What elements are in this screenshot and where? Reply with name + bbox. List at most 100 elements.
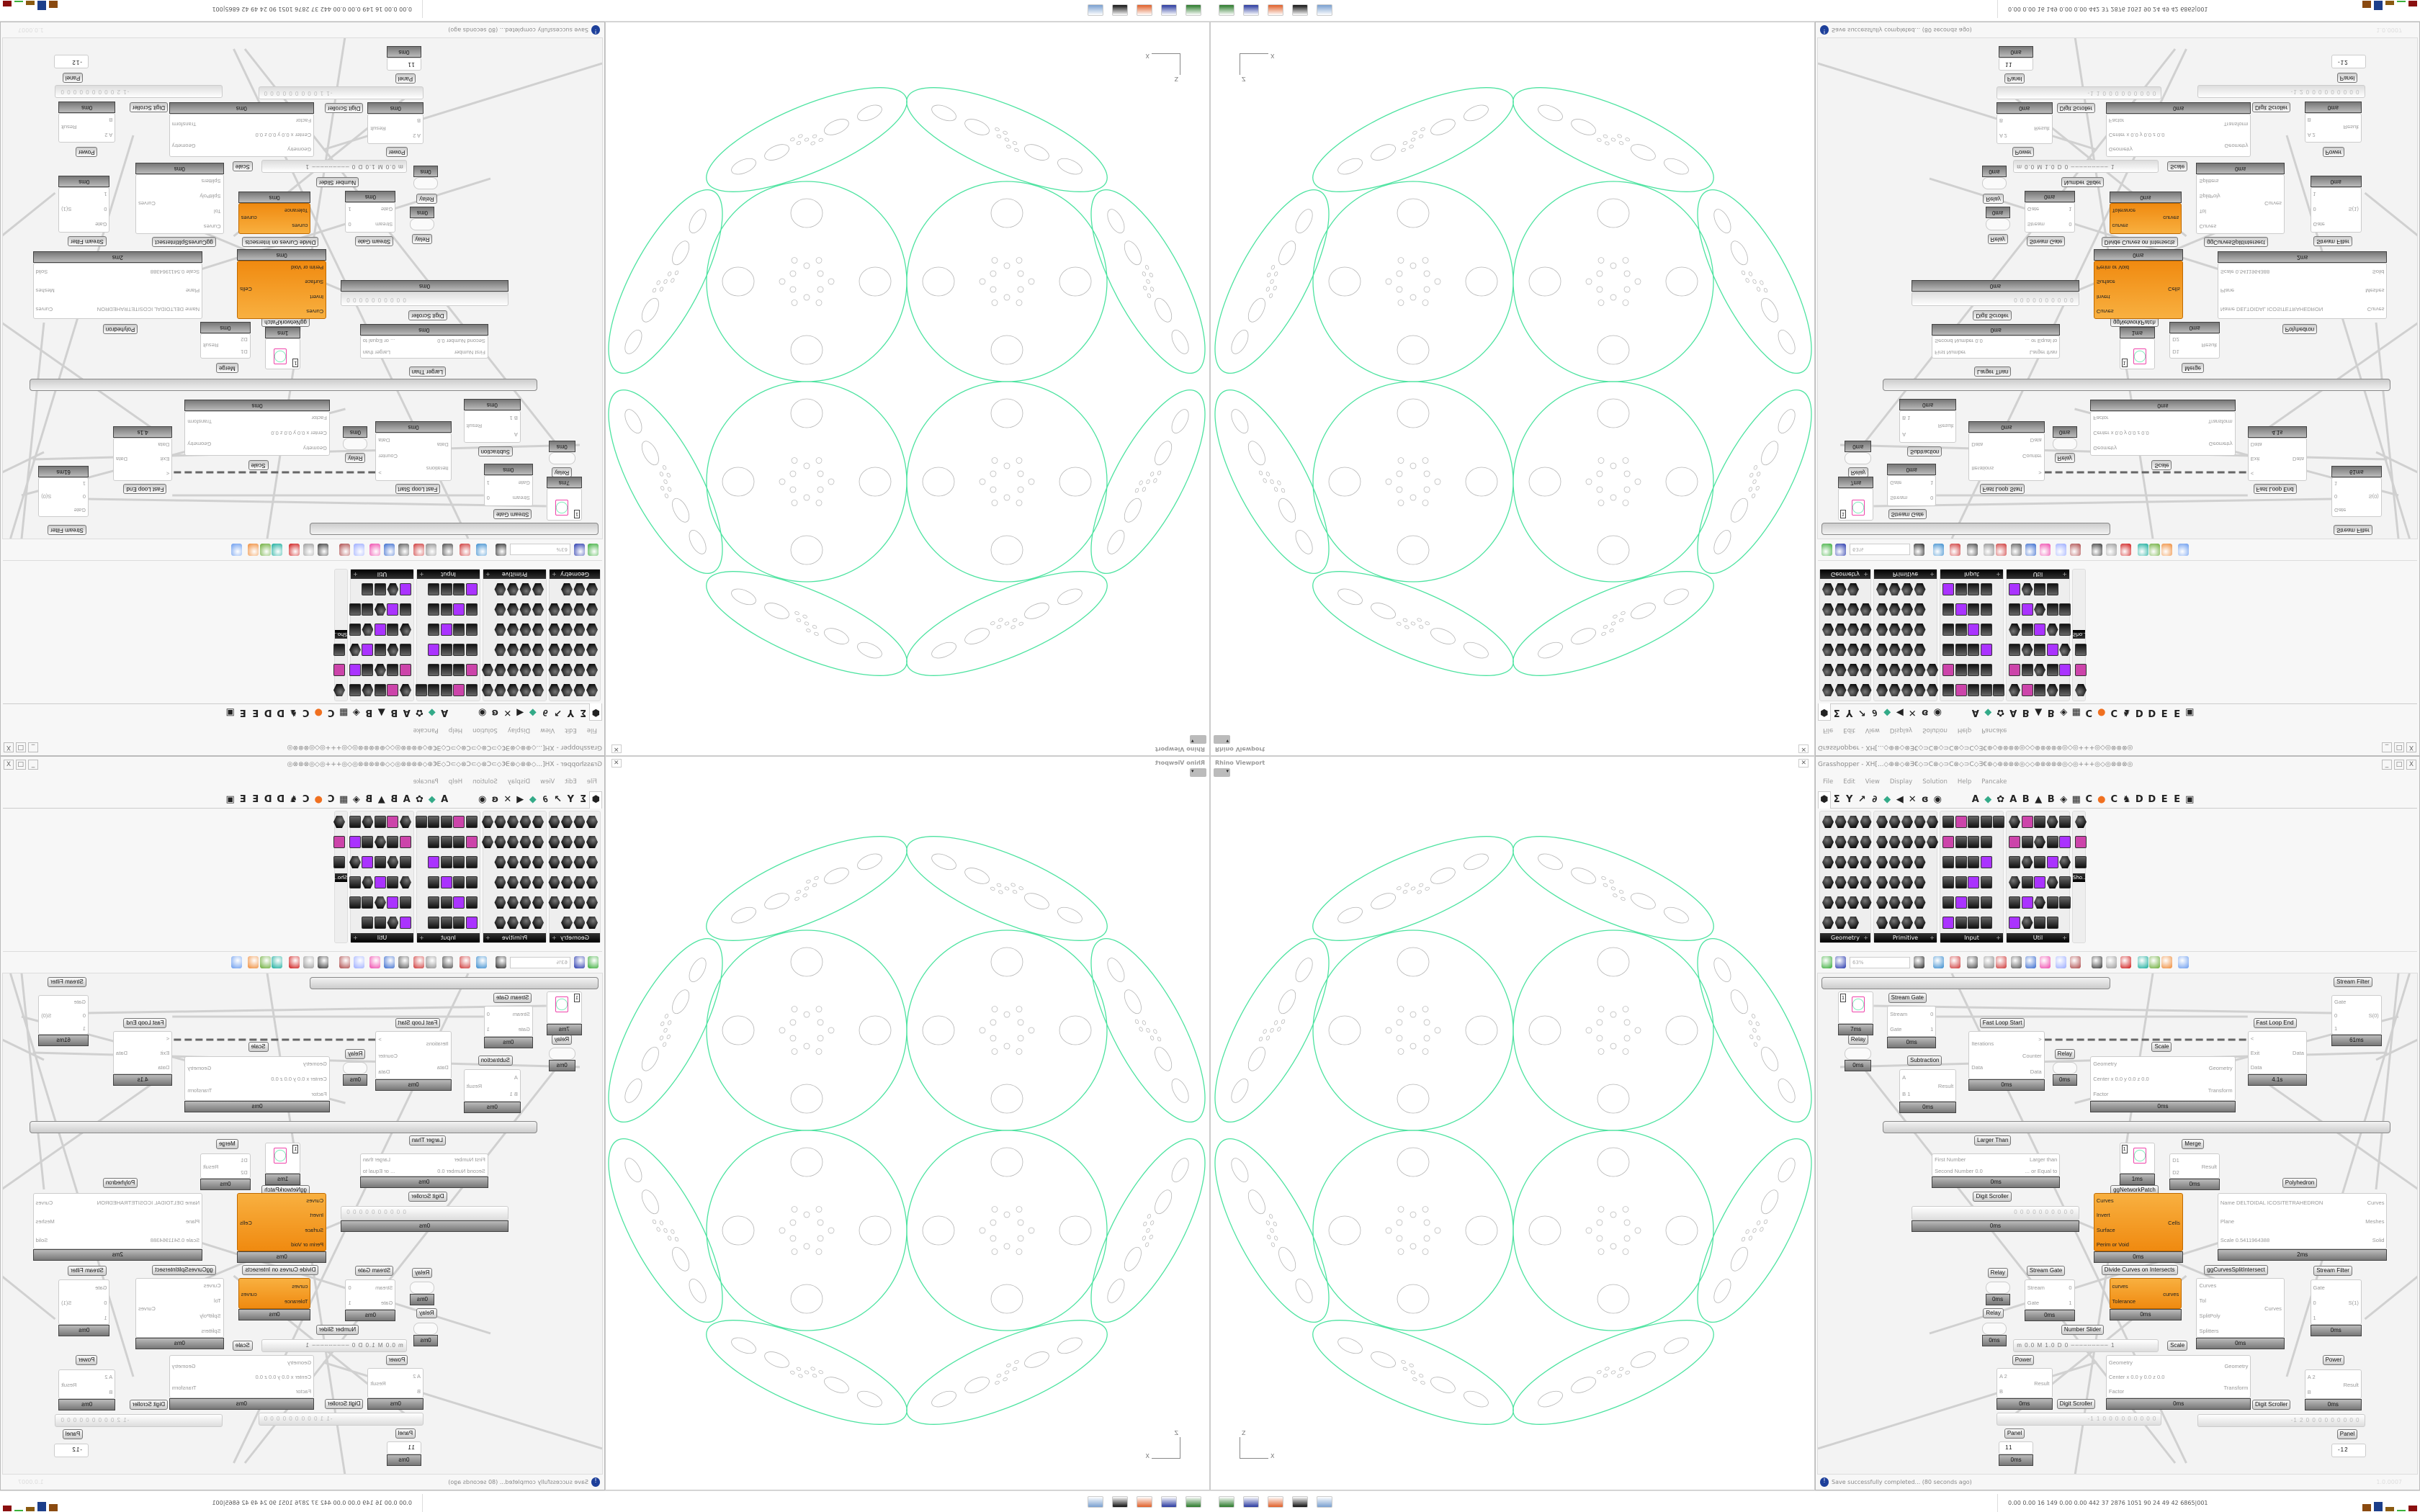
component-relay[interactable]: 0ms: [413, 166, 439, 189]
component-icon[interactable]: [1888, 896, 1901, 909]
toolbar-icon[interactable]: [1835, 544, 1846, 556]
tab-icon[interactable]: B: [365, 707, 373, 718]
grasshopper-canvas[interactable]: Stream Gate Relay Fast Loop Start Subtracti…: [2, 37, 603, 539]
component-icon[interactable]: [453, 684, 465, 696]
expand-icon[interactable]: +: [2062, 571, 2067, 577]
component-icon[interactable]: [453, 583, 465, 595]
input-param[interactable]: D2: [2172, 336, 2179, 343]
component-icon[interactable]: [1889, 583, 1901, 595]
control-value[interactable]: -1 2 0 0 0 0 0 0 0 0 0: [2290, 89, 2360, 95]
output-param[interactable]: Transform: [171, 121, 197, 127]
component-icon[interactable]: [1980, 917, 1992, 929]
output-param[interactable]: ... or Equal to: [2025, 338, 2058, 344]
menu-pancake[interactable]: Pancake: [1981, 726, 2007, 734]
save64-icon[interactable]: [1243, 1496, 1259, 1508]
component-icon[interactable]: [1847, 896, 1859, 909]
input-param[interactable]: Tol: [213, 1297, 221, 1305]
component-std[interactable]: First Number Second Number 0.0 Larger than…: [1932, 324, 2061, 359]
component-icon[interactable]: [466, 896, 478, 909]
component-icon[interactable]: [1901, 896, 1913, 909]
input-param[interactable]: A 2: [2307, 1374, 2316, 1381]
component-icon[interactable]: [375, 917, 386, 929]
toolbar-icon[interactable]: [2011, 956, 2022, 968]
component-icon[interactable]: [1847, 684, 1859, 696]
component-icon[interactable]: [2075, 664, 2087, 676]
toolbar-icon[interactable]: [2025, 544, 2036, 556]
component-icon[interactable]: [1835, 583, 1847, 595]
component-icon[interactable]: [1901, 664, 1913, 676]
component-icon[interactable]: [507, 644, 519, 656]
component-icon[interactable]: [1876, 603, 1888, 616]
component-icon[interactable]: [1968, 583, 1979, 595]
component-icon[interactable]: [495, 836, 506, 848]
expand-icon[interactable]: +: [485, 571, 490, 577]
tab-icon[interactable]: C: [302, 707, 310, 718]
tab-icon[interactable]: D: [2135, 794, 2143, 805]
output-param[interactable]: Data: [2030, 1068, 2042, 1075]
component-icon[interactable]: [532, 603, 544, 616]
component-icon[interactable]: [1860, 856, 1872, 868]
tab-icon[interactable]: ◈: [2060, 794, 2068, 805]
control-value[interactable]: 11: [407, 1444, 415, 1451]
save64-icon[interactable]: [1161, 1496, 1177, 1508]
component-icon[interactable]: [2046, 876, 2058, 888]
input-param[interactable]: <: [2250, 470, 2254, 477]
component-icon[interactable]: [1835, 684, 1847, 696]
tab-icon[interactable]: ♞: [2122, 794, 2131, 805]
component-icon[interactable]: [2034, 644, 2045, 656]
component-slider[interactable]: m 0.0 M 1.0 D 0 ┄┄┄┄┄┄┄┄┄ 1: [261, 1339, 407, 1352]
output-param[interactable]: 0: [486, 495, 490, 502]
component-icon[interactable]: [495, 684, 506, 696]
component-icon[interactable]: [586, 644, 598, 656]
component-icon[interactable]: [482, 664, 493, 676]
component-icon[interactable]: [507, 896, 519, 909]
component-panel[interactable]: -12: [53, 1444, 89, 1457]
component-icon[interactable]: [428, 836, 440, 848]
tab-icon[interactable]: ◀: [516, 794, 524, 805]
close-icon[interactable]: ✕: [1798, 759, 1809, 768]
component-icon[interactable]: [561, 876, 573, 888]
component-std[interactable]: D1 D2 Result 0ms: [2169, 322, 2220, 359]
toolbar-icon[interactable]: [398, 544, 409, 556]
component-icon[interactable]: [2009, 624, 2020, 636]
control-value[interactable]: m 0.0 M 1.0 D 0 ┄┄┄┄┄┄┄┄┄ 1: [2017, 1342, 2115, 1349]
component-icon[interactable]: [375, 896, 386, 909]
component-icon[interactable]: [1968, 684, 1979, 696]
toolbar-icon[interactable]: [460, 956, 470, 968]
toolbar-icon[interactable]: [354, 956, 364, 968]
tab-icon[interactable]: ✕: [1908, 707, 1917, 718]
component-label[interactable]: Panel: [62, 1429, 84, 1439]
component-label[interactable]: Relay: [1987, 234, 2009, 244]
tab-icon[interactable]: C: [2085, 707, 2093, 718]
component-icon[interactable]: [333, 816, 345, 828]
tab-icon[interactable]: B: [2047, 794, 2055, 805]
input-param[interactable]: Splitters: [201, 1327, 221, 1334]
input-param[interactable]: Center x 0.0 y 0.0 z 0.0: [271, 430, 327, 436]
component-label[interactable]: Subtraction: [478, 446, 513, 456]
component-icon[interactable]: [507, 816, 519, 828]
output-param[interactable]: 1: [2069, 1299, 2072, 1306]
viewport-menu-dropdown[interactable]: ▾: [1214, 768, 1230, 777]
component-label[interactable]: Fast Loop Start: [395, 1018, 441, 1028]
component-icon[interactable]: [1980, 836, 1992, 848]
component-label[interactable]: Stream Filter: [2313, 1266, 2352, 1276]
output-param[interactable]: S(0): [2368, 1012, 2379, 1019]
component-icon[interactable]: [1914, 644, 1926, 656]
input-param[interactable]: curves: [2112, 1282, 2128, 1290]
menu-display[interactable]: Display: [1889, 778, 1913, 786]
component-icon[interactable]: [2059, 896, 2071, 909]
component-icon[interactable]: [453, 664, 465, 676]
component-icon[interactable]: [1835, 644, 1847, 656]
tab-icon[interactable]: A: [2009, 794, 2017, 805]
component-label[interactable]: Stream Gate: [354, 1266, 394, 1276]
component-icon[interactable]: [2046, 896, 2058, 909]
tab-icon[interactable]: ɞ: [491, 707, 499, 718]
component-icon[interactable]: [2047, 684, 2058, 696]
component-icon[interactable]: [561, 603, 573, 616]
component-std[interactable]: Curves Tol SplitPoly Splitters Curves 0ms: [135, 163, 224, 234]
output-param[interactable]: Result: [2034, 1380, 2050, 1387]
close-icon[interactable]: ✕: [611, 744, 622, 753]
component-label[interactable]: Scale: [2151, 460, 2172, 470]
output-param[interactable]: 1: [1930, 1026, 1934, 1033]
input-param[interactable]: Tolerance: [2112, 1298, 2136, 1305]
